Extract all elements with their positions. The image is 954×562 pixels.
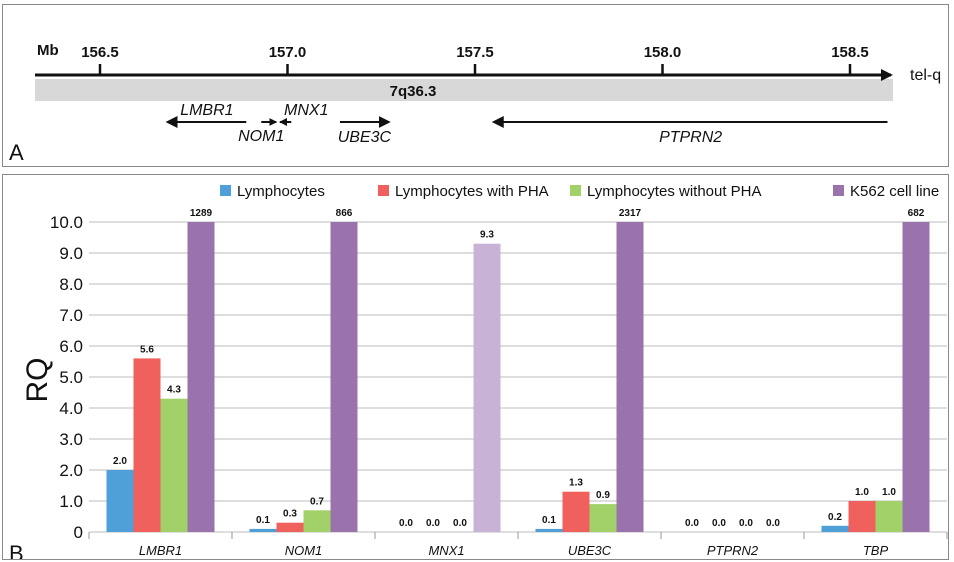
data-label: 0.1 [542, 515, 556, 526]
bar-tbp-3 [902, 222, 930, 532]
legend-swatch [220, 185, 231, 196]
x-tick-label: LMBR1 [139, 543, 182, 558]
y-tick-label: 6.0 [59, 337, 83, 356]
data-label: 0.0 [739, 518, 753, 529]
x-tick-label: PTPRN2 [707, 543, 759, 558]
data-labels: 2.0 5.6 4.3 1289 0.1 0.3 0.7 866 0.0 0.0 0.0 9.3 0.1… [113, 208, 925, 529]
data-label: 0.0 [426, 518, 440, 529]
data-label: 4.3 [167, 385, 181, 396]
panel-b-bar-chart: 0 1.0 2.0 3.0 4.0 5.0 6.0 7.0 8.0 9.0 10.0 RQ 2.0 5… [2, 174, 949, 560]
legend-swatch [378, 185, 389, 196]
bar-ube3c-1 [562, 491, 590, 532]
legend-swatch [570, 185, 581, 196]
data-label: 1.0 [882, 487, 896, 498]
bar-ube3c-0 [535, 528, 563, 532]
y-tick-label: 9.0 [59, 244, 83, 263]
rq-bar-chart-svg: 0 1.0 2.0 3.0 4.0 5.0 6.0 7.0 8.0 9.0 10.0 RQ 2.0 5… [9, 183, 948, 559]
gene-label-ptprn2: PTPRN2 [659, 129, 722, 146]
bar-lmbr1-2 [160, 398, 188, 532]
panel-letter-a: A [9, 140, 24, 165]
bar-ube3c-2 [589, 504, 617, 532]
y-tick-label: 7.0 [59, 306, 83, 325]
legend-swatch [833, 185, 844, 196]
axis-tick-label: 157.0 [269, 44, 307, 61]
data-label: 0.2 [828, 512, 842, 523]
y-axis-title: RQ [21, 358, 54, 403]
y-tick-label: 8.0 [59, 275, 83, 294]
x-tick-label: NOM1 [285, 543, 323, 558]
data-label: 866 [336, 208, 353, 219]
axis-unit-label: Mb [37, 42, 59, 59]
bar-tbp-2 [875, 501, 903, 532]
data-label: 0.0 [766, 518, 780, 529]
axis-tick-label: 158.0 [644, 44, 682, 61]
legend-label: Lymphocytes without PHA [587, 183, 762, 200]
data-label: 0.1 [256, 515, 270, 526]
bar-nom1-1 [276, 522, 304, 532]
axis-tick-label: 157.5 [456, 44, 494, 61]
gene-label-lmbr1: LMBR1 [180, 102, 233, 119]
bar-nom1-2 [303, 510, 331, 532]
y-tick-label: 2.0 [59, 461, 83, 480]
axis-tick-label: 156.5 [81, 44, 119, 61]
data-label: 682 [908, 208, 925, 219]
legend: Lymphocytes Lymphocytes with PHA Lymphocyt… [220, 183, 939, 200]
y-tick-label: 10.0 [50, 213, 83, 232]
data-label: 5.6 [140, 344, 154, 355]
axis-tick-label: 158.5 [831, 44, 869, 61]
legend-label: Lymphocytes [237, 183, 325, 200]
y-tick-label: 1.0 [59, 492, 83, 511]
data-label: 1.0 [855, 487, 869, 498]
x-tick-label: TBP [863, 543, 889, 558]
x-axis-category-labels: LMBR1 NOM1 MNX1 UBE3C PTPRN2 TBP [139, 543, 889, 558]
bar-ube3c-3 [616, 222, 644, 532]
data-label: 0.7 [310, 496, 324, 507]
data-label: 0.0 [712, 518, 726, 529]
chromosome-band-bar [35, 79, 893, 101]
gridlines [88, 221, 948, 539]
y-tick-label: 4.0 [59, 399, 83, 418]
bar-nom1-0 [249, 528, 277, 532]
x-tick-label: MNX1 [428, 543, 464, 558]
legend-label: Lymphocytes with PHA [395, 183, 549, 200]
y-tick-label: 3.0 [59, 430, 83, 449]
bar-tbp-0 [821, 525, 849, 532]
y-tick-label: 0 [74, 523, 83, 542]
gene-label-mnx1: MNX1 [284, 102, 328, 119]
data-label: 0.0 [453, 518, 467, 529]
axis-end-label: tel-q [910, 67, 941, 84]
y-axis-tick-labels: 0 1.0 2.0 3.0 4.0 5.0 6.0 7.0 8.0 9.0 10.0 [50, 213, 83, 542]
band-label: 7q36.3 [390, 83, 437, 100]
y-tick-label: 5.0 [59, 368, 83, 387]
gene-label-ube3c: UBE3C [338, 129, 392, 146]
data-label: 0.9 [596, 490, 610, 501]
data-label: 2.0 [113, 456, 127, 467]
panel-a-chromosome-map: Mb 7q36.3 tel-q 156.5 157.0 157.5 158.0 158.… [2, 4, 949, 167]
data-label: 0.3 [283, 509, 297, 520]
bar-mnx1-3 [473, 243, 501, 532]
gene-label-nom1: NOM1 [238, 128, 284, 145]
data-label: 0.0 [685, 518, 699, 529]
bar-lmbr1-0 [106, 470, 134, 532]
bar-nom1-3 [330, 222, 358, 532]
panel-letter-b: B [9, 541, 24, 559]
bar-tbp-1 [848, 501, 876, 532]
chromosome-map-svg: Mb 7q36.3 tel-q 156.5 157.0 157.5 158.0 158.… [9, 42, 941, 165]
x-tick-label: UBE3C [568, 543, 612, 558]
bars [106, 222, 930, 532]
data-label: 1.3 [569, 478, 583, 489]
data-label: 0.0 [399, 518, 413, 529]
bar-lmbr1-3 [187, 222, 215, 532]
data-label: 9.3 [480, 230, 494, 241]
bar-lmbr1-1 [133, 358, 161, 532]
axis-ticks: 156.5 157.0 157.5 158.0 158.5 [81, 44, 869, 75]
legend-label: K562 cell line [850, 183, 939, 200]
data-label: 2317 [619, 208, 642, 219]
data-label: 1289 [190, 208, 213, 219]
